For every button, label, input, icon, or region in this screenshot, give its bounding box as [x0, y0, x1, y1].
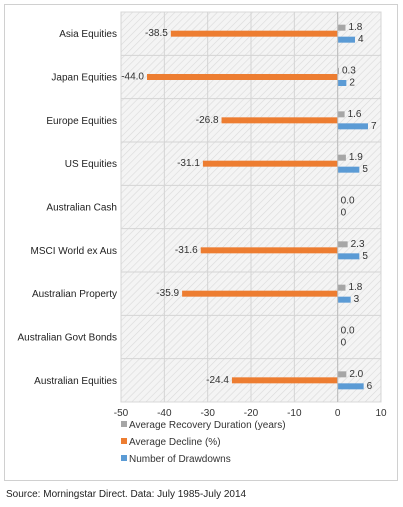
category-label: Australian Property [32, 289, 117, 300]
drawdowns-data-label: 2 [349, 78, 355, 89]
bar-chart: 1.8-38.540.3-44.021.6-26.871.9-31.150.00… [18, 11, 387, 465]
decline-data-label: -31.1 [177, 158, 200, 169]
legend-swatch [121, 421, 127, 427]
legend-swatch [121, 438, 127, 444]
category-label: MSCI World ex Aus [30, 246, 117, 257]
x-tick-label: -20 [244, 408, 259, 419]
decline-data-label: -44.0 [121, 72, 144, 83]
recovery-bar [337, 241, 348, 248]
recovery-bar [337, 24, 346, 31]
drawdowns-bar [337, 253, 360, 260]
recovery-data-label: 1.9 [349, 152, 363, 163]
legend-label: Average Decline (%) [129, 437, 221, 448]
drawdowns-data-label: 3 [354, 294, 360, 305]
decline-data-label: -31.6 [175, 245, 198, 256]
recovery-bar [337, 68, 339, 74]
source-note: Source: Morningstar Direct. Data: July 1… [6, 489, 247, 500]
drawdowns-bar [337, 123, 368, 130]
category-label: Asia Equities [59, 29, 117, 40]
drawdowns-data-label: 0 [341, 338, 347, 349]
category-label: Australian Cash [46, 203, 117, 214]
decline-bar [147, 74, 338, 80]
recovery-data-label: 2.0 [349, 369, 363, 380]
decline-bar [231, 377, 338, 384]
drawdowns-data-label: 4 [358, 34, 364, 45]
category-label: Australian Govt Bonds [18, 333, 118, 344]
drawdowns-bar [337, 383, 364, 390]
x-tick-label: 10 [375, 408, 387, 419]
x-tick-label: -30 [200, 408, 215, 419]
decline-data-label: -38.5 [145, 28, 168, 39]
x-tick-label: -10 [287, 408, 302, 419]
recovery-data-label: 1.8 [348, 282, 362, 293]
category-label: Japan Equities [51, 73, 117, 84]
drawdowns-bar [337, 80, 347, 86]
decline-bar [202, 160, 338, 167]
recovery-bar [337, 371, 347, 378]
chart-frame: 1.8 -38.5 4 0.3 -44.0 2 1.6 -26.8 7 1.9 -31.1 5 0.0 0… [4, 4, 398, 481]
recovery-data-label: 0.0 [341, 326, 355, 337]
drawdowns-bar [337, 166, 360, 173]
decline-data-label: -35.9 [156, 288, 179, 299]
category-label: Europe Equities [46, 116, 117, 127]
drawdowns-data-label: 6 [367, 381, 373, 392]
x-tick-label: 0 [335, 408, 341, 419]
drawdowns-bar [337, 296, 351, 303]
drawdowns-data-label: 5 [362, 251, 368, 262]
recovery-data-label: 0.3 [342, 66, 356, 77]
drawdowns-data-label: 0 [341, 208, 347, 219]
recovery-bar [337, 154, 346, 161]
drawdowns-bar [337, 36, 355, 43]
legend-label: Average Recovery Duration (years) [129, 420, 286, 431]
decline-data-label: -26.8 [196, 115, 219, 126]
decline-bar [182, 290, 338, 297]
recovery-data-label: 1.6 [348, 109, 362, 120]
category-label: Australian Equities [34, 376, 117, 387]
legend-swatch [121, 455, 127, 461]
recovery-data-label: 1.8 [348, 22, 362, 33]
decline-data-label: -24.4 [206, 375, 229, 386]
recovery-bar [337, 111, 345, 118]
recovery-bar [337, 284, 346, 291]
decline-bar [200, 247, 338, 254]
x-tick-label: -50 [114, 408, 129, 419]
legend-label: Number of Drawdowns [129, 454, 231, 465]
decline-bar [221, 117, 338, 124]
decline-bar [170, 30, 338, 37]
x-tick-label: -40 [157, 408, 172, 419]
recovery-data-label: 0.0 [341, 196, 355, 207]
category-label: US Equities [65, 159, 117, 170]
drawdowns-data-label: 7 [371, 121, 377, 132]
drawdowns-data-label: 5 [362, 164, 368, 175]
recovery-data-label: 2.3 [351, 239, 365, 250]
